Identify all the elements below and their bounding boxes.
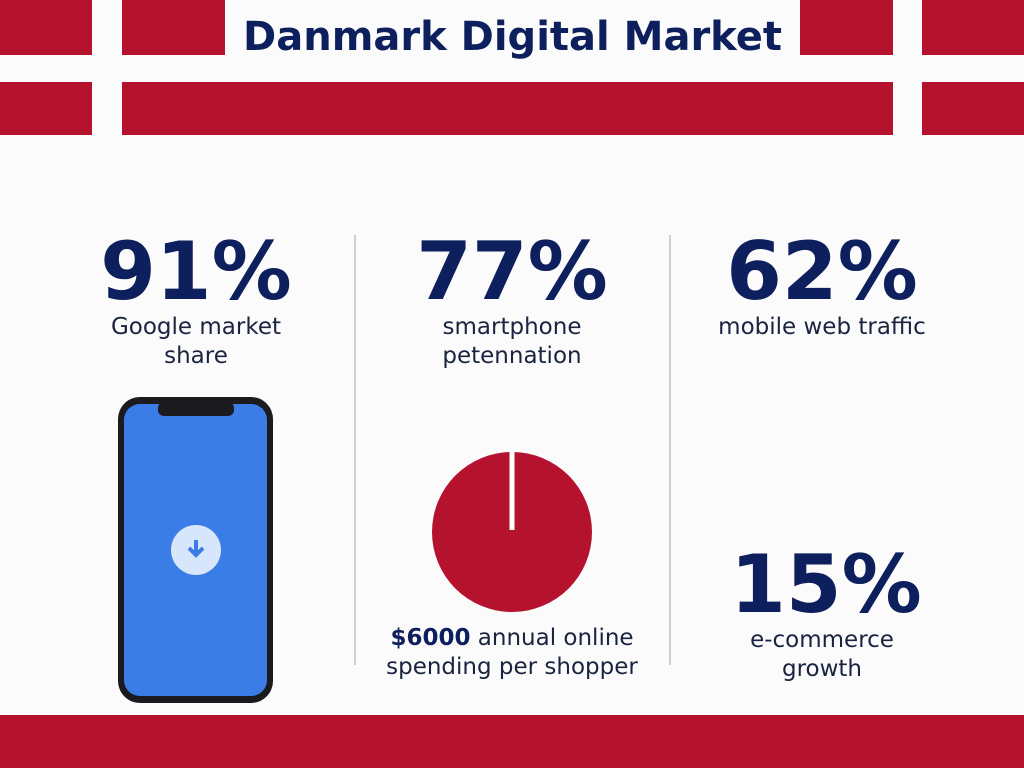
phone-notch [158, 402, 234, 416]
flag-block [122, 0, 225, 55]
stat-value: 15% [730, 538, 922, 631]
spending-amount: $6000 [390, 625, 471, 651]
flag-block [122, 82, 893, 135]
flag-block [800, 0, 893, 55]
stat-label: mobile web traffic [718, 314, 926, 340]
divider [354, 235, 356, 665]
flag-block [922, 0, 1024, 55]
flag-block [0, 82, 92, 135]
stat-label: e-commerce growth [750, 627, 894, 682]
flag-block [0, 0, 92, 55]
footer-band [0, 715, 1024, 768]
spending-text: $6000 annual online spending per shopper [382, 624, 642, 682]
title: Danmark Digital Market [243, 14, 782, 60]
stat-value: 77% [416, 225, 608, 318]
download-arrow [187, 540, 205, 558]
divider [669, 235, 671, 665]
pie-illustration [432, 452, 592, 612]
spending-label: annual online spending per shopper [386, 625, 638, 680]
flag-block [922, 82, 1024, 135]
stat-label: Google market share [110, 314, 282, 369]
stat-label: smartphone petennation [442, 314, 582, 369]
stat-value: 91% [100, 225, 292, 318]
stat-value: 62% [726, 225, 918, 318]
